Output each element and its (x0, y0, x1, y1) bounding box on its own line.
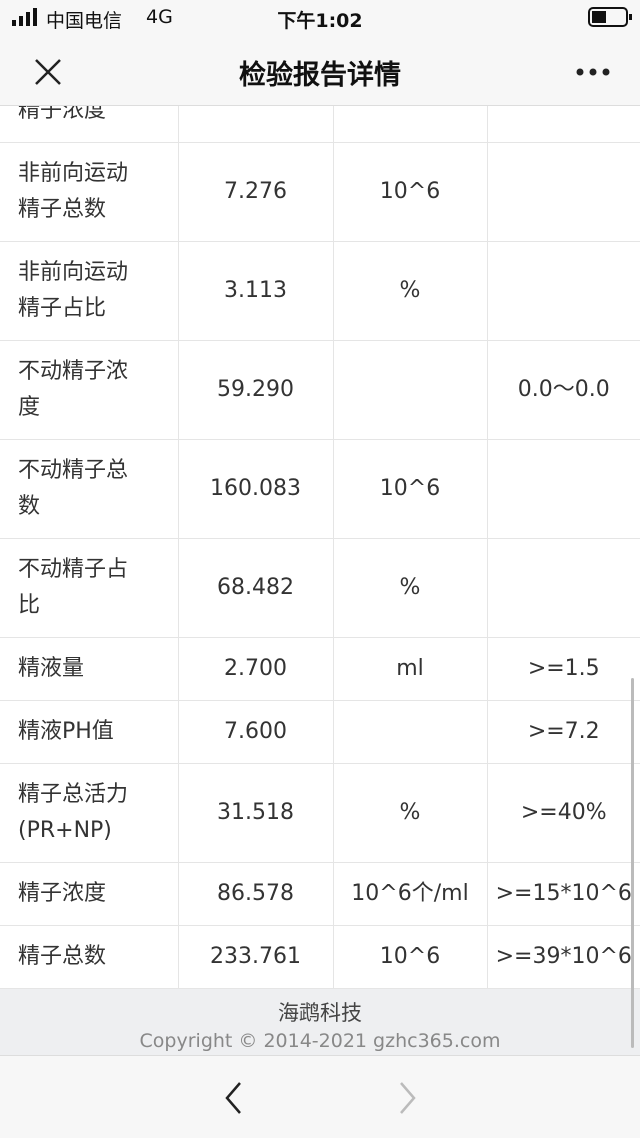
cell-unit: % (333, 538, 488, 638)
cell-unit: % (333, 241, 488, 341)
table-row: 精子总活力(PR+NP) 31.518% >=40% (0, 763, 640, 863)
table-row: 精液PH值 7.600 >=7.2 (0, 700, 640, 764)
cell-name: 非前向运动精子总数 (0, 142, 179, 242)
carrier: 中国电信 (46, 10, 123, 32)
cell-name: 精液量 (0, 637, 179, 701)
cell-value: 7.276 (178, 142, 334, 242)
cell-name: 精子浓度 (0, 105, 179, 143)
table-row: 不动精子总数 160.083 10^6 (0, 439, 640, 539)
back-button[interactable] (222, 1080, 246, 1116)
cell-unit (333, 105, 488, 143)
cell-range: >=15*10^6 (487, 862, 640, 926)
cell-name: 不动精子占比 (0, 538, 179, 638)
status-bar: 中国电信 4G 下午1:02 (0, 0, 640, 35)
cell-value: 3.113 (178, 241, 334, 341)
table-row: 不动精子占比 68.482% (0, 538, 640, 638)
cell-value: 7.600 (178, 700, 334, 764)
cell-range: >=1.5 (487, 637, 640, 701)
cell-unit: 10^6个/ml (333, 862, 488, 926)
forward-button[interactable] (395, 1080, 419, 1116)
footer: 海鹉科技 Copyright © 2014-2021 gzhc365.com (0, 989, 640, 1055)
report-content: 精子浓度 非前向运动精子总数 7.276 10^6 非前向运动精子占比 3.113% 不动精… (0, 105, 640, 1055)
cell-value: 59.290 (178, 340, 334, 440)
cell-name: 非前向运动精子占比 (0, 241, 179, 341)
table-row: 不动精子浓度 59.290 0.0～0.0 (0, 340, 640, 440)
cell-name: 精子总活力(PR+NP) (0, 763, 179, 863)
table-row: 精子总数 233.761 10^6 >=39*10^6 (0, 925, 640, 989)
cell-range: >=40% (487, 763, 640, 863)
cell-unit (333, 340, 488, 440)
cell-unit: 10^6 (333, 142, 488, 242)
report-table: 精子浓度 非前向运动精子总数 7.276 10^6 非前向运动精子占比 3.113% 不动精… (0, 105, 640, 989)
bottom-toolbar (0, 1055, 640, 1138)
table-row: 精子浓度 (0, 105, 640, 143)
table-row: 非前向运动精子总数 7.276 10^6 (0, 142, 640, 242)
cell-value: 160.083 (178, 439, 334, 539)
cell-range (487, 105, 640, 143)
cell-range: >=39*10^6 (487, 925, 640, 989)
cell-value: 2.700 (178, 637, 334, 701)
cell-value: 86.578 (178, 862, 334, 926)
network: 4G (146, 6, 173, 28)
cell-name: 精子浓度 (0, 862, 179, 926)
cell-value: 31.518 (178, 763, 334, 863)
signal-icon (12, 8, 37, 26)
cell-unit: 10^6 (333, 925, 488, 989)
cell-value (178, 105, 334, 143)
cell-name: 精液PH值 (0, 700, 179, 764)
nav-bar: 检验报告详情 (0, 35, 640, 106)
close-button[interactable] (33, 57, 63, 87)
cell-range (487, 142, 640, 242)
more-button[interactable] (575, 67, 611, 77)
table-row: 精子浓度 86.578 10^6个/ml >=15*10^6 (0, 862, 640, 926)
cell-unit: ml (333, 637, 488, 701)
table-row: 精液量 2.700 ml >=1.5 (0, 637, 640, 701)
page-title: 检验报告详情 (239, 60, 401, 91)
cell-range (487, 439, 640, 539)
cell-range: 0.0～0.0 (487, 340, 640, 440)
footer-brand: 海鹉科技 (278, 1001, 362, 1025)
cell-name: 精子总数 (0, 925, 179, 989)
cell-range (487, 241, 640, 341)
cell-value: 233.761 (178, 925, 334, 989)
cell-range (487, 538, 640, 638)
time: 下午1:02 (277, 10, 363, 32)
scrollbar (631, 678, 634, 1048)
cell-name: 不动精子总数 (0, 439, 179, 539)
footer-copyright: Copyright © 2014-2021 gzhc365.com (139, 1030, 501, 1052)
cell-unit (333, 700, 488, 764)
table-row: 非前向运动精子占比 3.113% (0, 241, 640, 341)
cell-range: >=7.2 (487, 700, 640, 764)
cell-name: 不动精子浓度 (0, 340, 179, 440)
cell-value: 68.482 (178, 538, 334, 638)
battery-icon (588, 7, 632, 27)
cell-unit: % (333, 763, 488, 863)
cell-unit: 10^6 (333, 439, 488, 539)
